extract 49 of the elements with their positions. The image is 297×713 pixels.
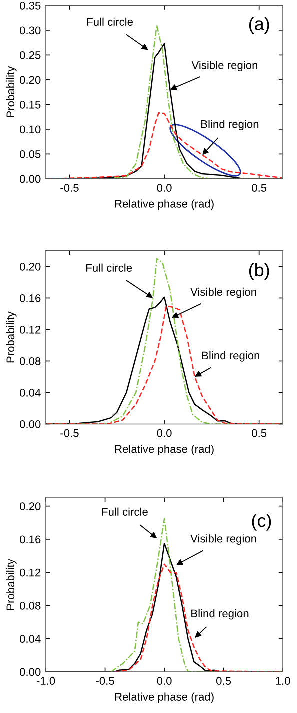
y-tick-label: 0.16 [20,294,41,302]
x-tick-label: -0.5 [96,677,114,686]
x-tick-label: 0.0 [157,184,172,192]
y-tick-label: 0.08 [20,602,41,610]
y-tick-label: 0.10 [20,126,41,134]
x-axis-title: Relative phase (rad) [115,200,214,210]
annotation: Full circle [87,18,133,26]
y-tick-label: 0.00 [20,175,41,184]
y-tick-label: 0.12 [20,326,41,334]
y-axis-title: Probability [6,66,17,118]
y-tick-label: 0.04 [20,389,41,397]
y-tick-label: 0.04 [20,635,41,643]
annotation: Blind region [202,351,260,362]
y-tick-label: 0.20 [20,76,41,84]
annotation: Visible region [192,61,258,72]
annotation: (b) [249,263,270,280]
x-tick-label: 0.0 [157,677,172,686]
x-tick-label: -1.0 [36,677,56,686]
y-tick-label: 0.15 [20,100,41,109]
y-tick-label: 0.12 [20,568,41,577]
x-tick-label: 0.0 [157,429,172,438]
x-tick-label: 0.5 [216,677,232,686]
annotation: (a) [249,17,270,34]
y-axis-title: Probability [6,312,17,363]
x-tick-label: -0.5 [60,184,79,192]
y-axis-title: Probability [6,559,17,610]
y-tick-label: 0.35 [20,2,41,10]
x-axis-title: Relative phase (rad) [115,445,214,456]
annotation: Blind region [202,120,259,130]
y-tick-label: 0.05 [20,150,41,158]
x-tick-label: 1.0 [276,677,290,686]
annotation: Full circle [86,264,132,272]
y-tick-label: 0.16 [20,536,41,544]
annotation: Visible region [190,534,256,545]
x-tick-label: 0.5 [252,184,267,192]
y-tick-label: 0.08 [20,358,41,366]
y-tick-label: 0.20 [20,502,41,510]
y-tick-label: 0.30 [20,26,41,35]
annotation: Full circle [102,508,148,516]
annotation: (c) [252,514,272,531]
x-axis-title: Relative phase (rad) [115,692,214,704]
y-tick-label: 0.20 [20,262,41,271]
y-tick-label: 0.00 [20,668,41,676]
annotation: Visible region [190,288,256,298]
x-tick-label: -0.5 [60,429,79,438]
y-tick-label: 0.00 [20,420,41,428]
y-tick-label: 0.25 [20,51,41,60]
annotation: Blind region [192,609,249,620]
x-tick-label: 0.5 [252,429,267,438]
